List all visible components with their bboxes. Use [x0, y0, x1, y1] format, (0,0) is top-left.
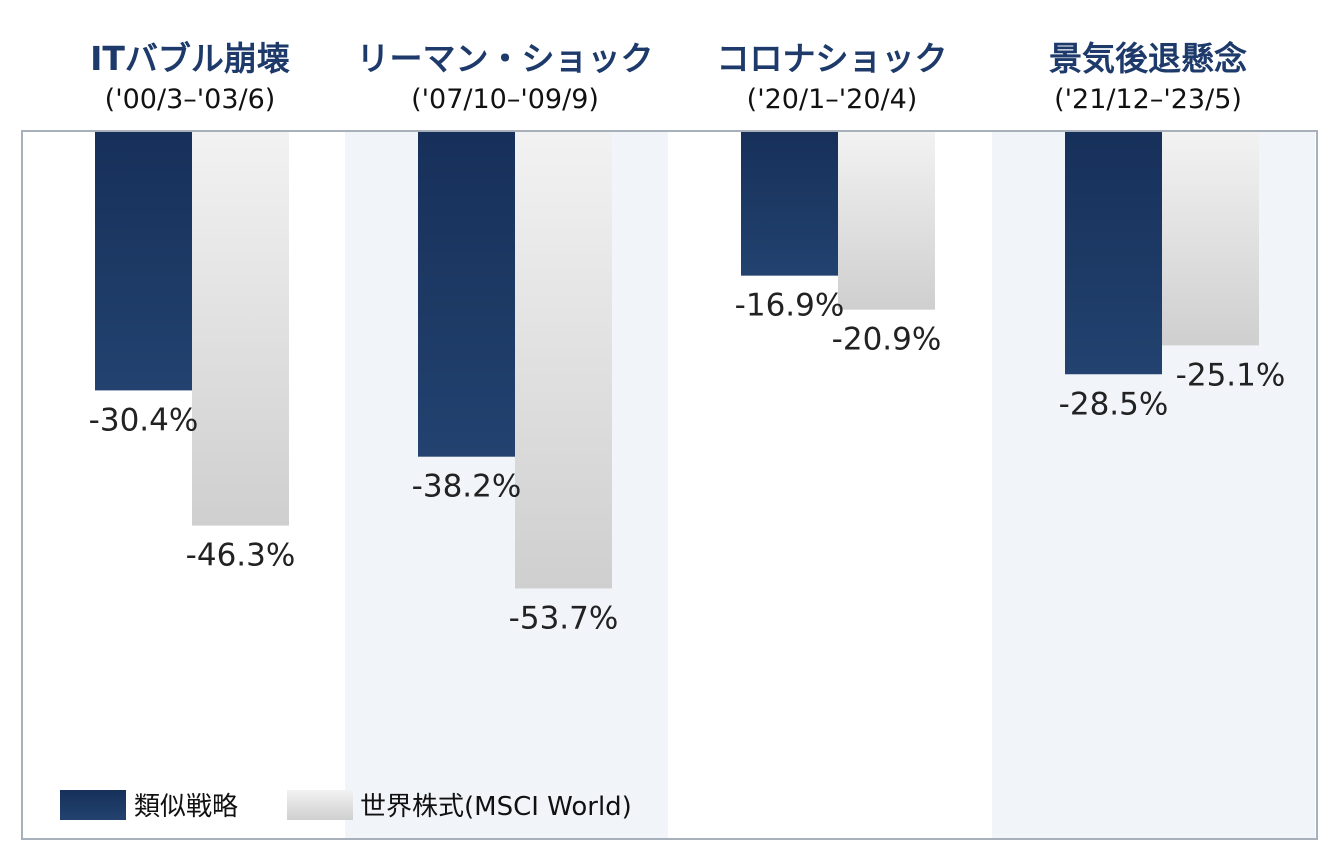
bar-world-equity-4 [1162, 132, 1259, 346]
label-world-equity-3: -20.9% [832, 322, 942, 358]
legend-label-similar-strategy: 類似戦略 [134, 792, 238, 822]
bar-similar-strategy-2 [418, 132, 515, 457]
bar-similar-strategy-1 [95, 132, 192, 391]
category-title-2: リーマン・ショック [357, 39, 654, 78]
category-period-3: ('20/1–'20/4) [747, 84, 918, 115]
value-labels: -30.4% -38.2% -16.9% -28.5% -46.3% -53.7% -20.… [89, 288, 1286, 637]
label-similar-strategy-1: -30.4% [89, 402, 199, 438]
category-title-1: ITバブル崩壊 [90, 39, 290, 78]
legend: 類似戦略 世界株式(MSCI World) [60, 790, 632, 822]
category-title-4: 景気後退懸念 [1049, 39, 1247, 78]
bar-world-equity-3 [838, 132, 935, 310]
label-similar-strategy-3: -16.9% [735, 288, 845, 324]
category-period-2: ('07/10–'09/9) [411, 84, 599, 115]
plot-frame [21, 130, 1318, 840]
label-world-equity-2: -53.7% [509, 600, 619, 636]
category-title-3: コロナショック [717, 39, 948, 78]
bars [95, 132, 1259, 589]
bar-similar-strategy-3 [741, 132, 838, 276]
label-similar-strategy-2: -38.2% [412, 469, 522, 505]
category-titles: ITバブル崩壊 ('00/3–'03/6) リーマン・ショック ('07/10–'09… [90, 39, 1247, 115]
legend-label-world-equity: 世界株式(MSCI World) [360, 792, 632, 822]
bar-world-equity-1 [192, 132, 289, 526]
label-world-equity-4: -25.1% [1176, 357, 1286, 393]
label-similar-strategy-4: -28.5% [1059, 386, 1169, 422]
category-period-1: ('00/3–'03/6) [105, 84, 276, 115]
legend-swatch-similar-strategy [60, 790, 126, 820]
legend-swatch-world-equity [287, 790, 353, 820]
bar-world-equity-2 [515, 132, 612, 589]
label-world-equity-1: -46.3% [186, 538, 296, 574]
bar-similar-strategy-4 [1065, 132, 1162, 375]
category-period-4: ('21/12–'23/5) [1054, 84, 1242, 115]
